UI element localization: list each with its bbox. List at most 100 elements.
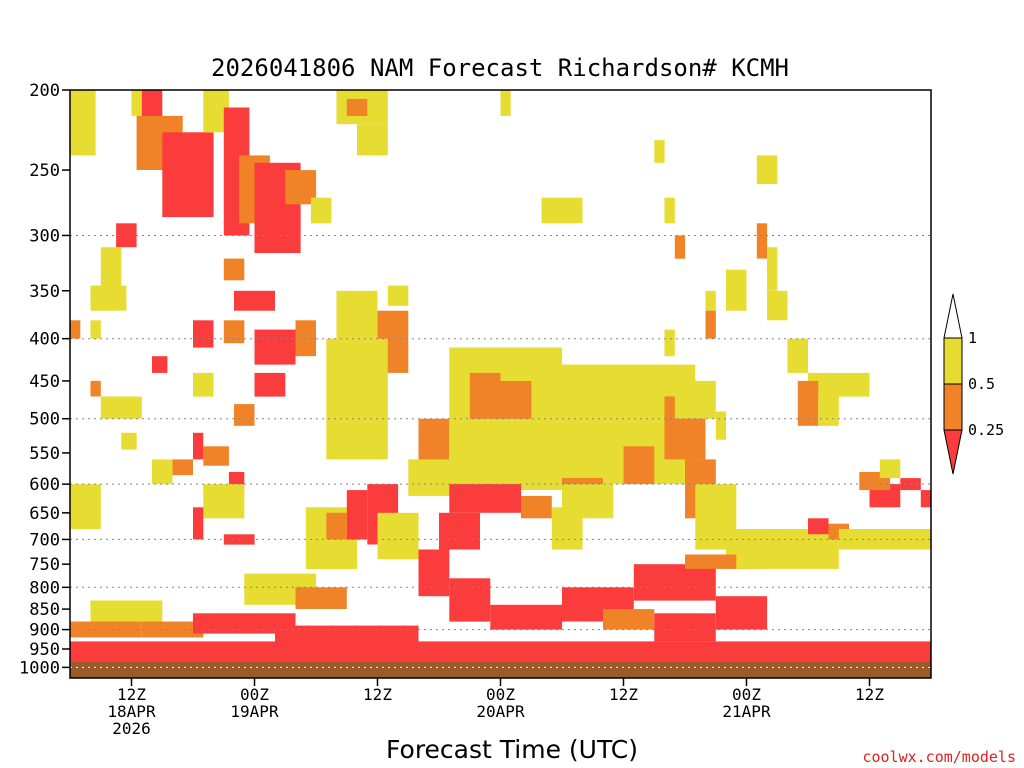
heatmap-cell — [490, 604, 563, 630]
heatmap-cell — [100, 247, 122, 291]
x-tick-label: 12Z — [117, 685, 146, 704]
y-tick-label: 300 — [29, 226, 60, 246]
heatmap-cell — [808, 518, 829, 535]
heatmap-cell — [234, 290, 275, 311]
heatmap-cell — [674, 380, 716, 419]
heatmap-cell — [357, 124, 388, 156]
heatmap-cell — [818, 396, 839, 426]
legend-label: 0.25 — [968, 421, 1004, 439]
heatmap-cell — [152, 459, 173, 485]
heatmap-cell — [310, 197, 332, 224]
heatmap-cell — [346, 98, 368, 116]
heatmap-cell — [377, 512, 419, 560]
heatmap-cell — [715, 596, 768, 630]
heatmap-cell — [756, 155, 778, 185]
x-tick-label: 12Z — [363, 685, 392, 704]
heatmap-cell — [920, 490, 932, 508]
y-tick-label: 600 — [29, 475, 60, 495]
heatmap-cell — [193, 613, 296, 634]
heatmap-cell — [346, 490, 368, 540]
heatmap-cell — [500, 90, 511, 116]
heatmap-cell — [715, 411, 727, 440]
chart-title: 2026041806 NAM Forecast Richardson# KCMH — [211, 54, 789, 82]
legend-swatch — [943, 383, 963, 431]
y-tick-label: 650 — [29, 504, 60, 524]
heatmap-cell — [756, 223, 768, 259]
x-tick-label: 00Z — [240, 685, 269, 704]
y-tick-label: 550 — [29, 444, 60, 464]
heatmap-cell — [767, 290, 788, 321]
y-tick-label: 500 — [29, 410, 60, 430]
y-tick-label: 850 — [29, 600, 60, 620]
heatmap-cell — [193, 507, 204, 540]
heatmap-cell — [193, 432, 204, 460]
x-tick-label: 19APR — [230, 702, 279, 721]
heatmap-cell — [439, 512, 480, 550]
legend-swatch — [943, 337, 963, 385]
heatmap-cell — [131, 90, 142, 116]
credit-text: coolwx.com/models — [862, 748, 1016, 766]
heatmap-cell — [90, 600, 163, 622]
y-tick-label: 250 — [29, 161, 60, 181]
heatmap-cell — [162, 132, 214, 218]
heatmap-cell — [787, 338, 808, 373]
heatmap-cell — [70, 621, 142, 638]
heatmap-cell — [116, 223, 137, 248]
heatmap-cell — [879, 459, 901, 479]
heatmap-cell — [90, 320, 101, 339]
heatmap-cell — [726, 269, 747, 311]
legend-label: 0.5 — [968, 375, 995, 393]
heatmap-cell — [705, 310, 716, 339]
x-tick-label: 12Z — [855, 685, 884, 704]
y-tick-label: 450 — [29, 372, 60, 392]
heatmap-cell — [633, 564, 716, 601]
legend-label: 1 — [968, 329, 977, 347]
heatmap-cell — [767, 247, 778, 291]
heatmap-cell — [223, 258, 245, 281]
x-tick-label: 00Z — [732, 685, 761, 704]
heatmap-cell — [674, 235, 686, 259]
surface-layer — [70, 662, 931, 678]
heatmap-cell — [449, 484, 522, 513]
y-tick-label: 200 — [29, 81, 60, 101]
heatmap-cell — [838, 529, 932, 550]
heatmap-cell — [797, 380, 819, 426]
heatmap-cell — [70, 641, 931, 662]
heatmap-cell — [203, 484, 245, 519]
heatmap-cell — [418, 549, 450, 597]
heatmap-cell — [387, 285, 409, 306]
heatmap-cell — [603, 609, 655, 630]
y-tick-label: 1000 — [19, 658, 60, 678]
colorbar-legend: 1 0.5 0.25 — [943, 293, 1004, 475]
heatmap-cell — [100, 396, 142, 419]
heatmap-cell — [705, 290, 716, 311]
y-tick-label: 950 — [29, 640, 60, 660]
heatmap-cell — [685, 554, 747, 569]
x-tick-label: 20APR — [476, 702, 525, 721]
heatmap-cell — [551, 507, 583, 550]
y-tick-label: 400 — [29, 330, 60, 350]
heatmap-cell — [623, 446, 655, 485]
y-tick-label: 750 — [29, 555, 60, 575]
legend-swatch — [943, 429, 963, 475]
heatmap-cell — [90, 285, 127, 311]
heatmap-cell — [541, 197, 583, 224]
heatmap-cell — [70, 320, 81, 339]
x-tick-label: 00Z — [486, 685, 515, 704]
x-tick-label: 18APR — [107, 702, 156, 721]
y-tick-label: 700 — [29, 530, 60, 550]
heatmap-cell — [234, 404, 255, 426]
heatmap-cell — [808, 372, 870, 397]
heatmap-cell — [121, 432, 137, 450]
heatmap-cell — [223, 320, 245, 344]
heatmap-cell — [70, 484, 101, 529]
heatmap-cell — [521, 495, 552, 519]
heatmap-cell — [193, 320, 214, 348]
y-tick-label: 900 — [29, 621, 60, 641]
heatmap-cell — [172, 459, 193, 476]
heatmap-cell — [449, 578, 491, 622]
heatmap-cell — [70, 90, 96, 156]
heatmap-cell — [254, 372, 286, 397]
